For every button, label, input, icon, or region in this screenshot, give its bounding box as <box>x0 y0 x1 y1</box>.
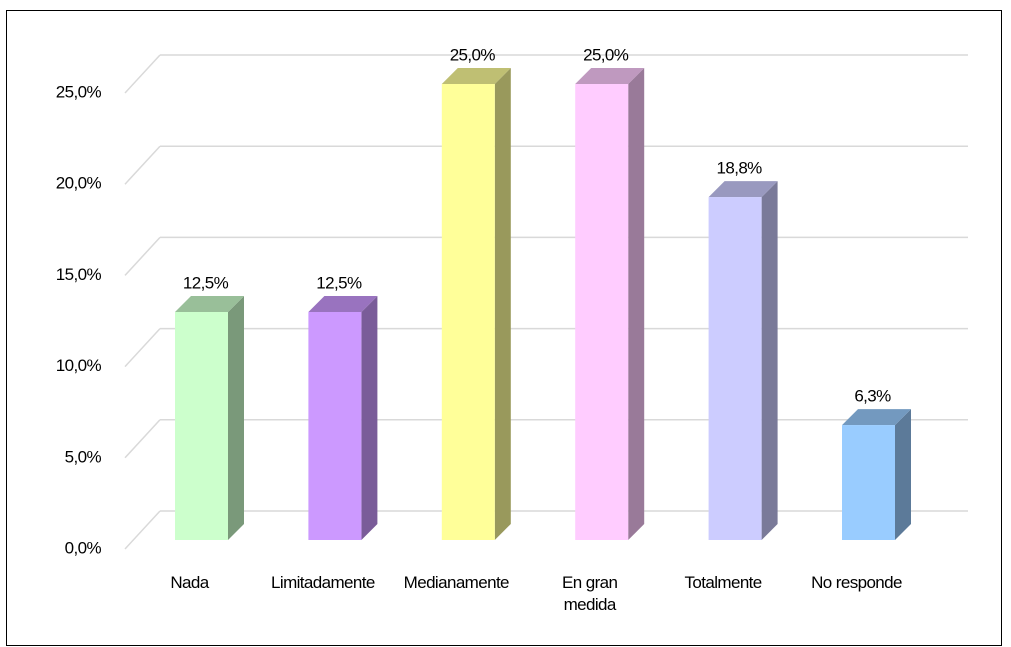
value-label: 12,5% <box>183 273 229 292</box>
grid-line <box>124 145 161 185</box>
bar-top <box>575 68 645 84</box>
grid-line <box>124 54 161 94</box>
grid-line <box>124 510 161 550</box>
bar <box>842 425 895 540</box>
value-label: 6,3% <box>854 387 891 406</box>
grid-line <box>124 236 161 276</box>
bar-side <box>628 68 645 540</box>
x-tick-label: Medianamente <box>403 573 510 592</box>
x-tick-label: En gran medida <box>562 573 618 614</box>
bar <box>175 312 228 540</box>
grid-line <box>124 419 161 459</box>
chart-frame <box>6 10 1002 646</box>
y-tick-label: 15,0% <box>56 265 102 284</box>
value-label: 18,8% <box>716 159 762 178</box>
bar-side <box>895 409 911 540</box>
bar-side <box>228 296 244 540</box>
bar-side <box>761 181 778 540</box>
value-label: 25,0% <box>450 45 496 64</box>
x-tick-label: Nada <box>170 573 209 592</box>
y-tick-label: 10,0% <box>56 356 102 375</box>
bar-top <box>842 409 911 426</box>
bar <box>575 84 629 540</box>
y-tick-label: 0,0% <box>65 538 102 557</box>
y-tick-label: 20,0% <box>56 174 102 193</box>
x-tick-label: Totalmente <box>684 573 763 592</box>
x-tick-label: No responde <box>811 573 902 592</box>
bar <box>708 197 762 540</box>
bar-top <box>175 296 244 312</box>
value-label: 12,5% <box>316 273 362 292</box>
bar-top <box>708 181 778 198</box>
bar-side <box>494 68 511 540</box>
y-tick-label: 5,0% <box>65 447 102 466</box>
bar <box>441 84 495 540</box>
bar-side <box>361 296 378 540</box>
value-label: 25,0% <box>583 45 629 64</box>
bar <box>308 312 362 540</box>
x-tick-label: Limitadamente <box>271 573 375 592</box>
bar-top <box>441 68 511 84</box>
bar-top <box>308 296 378 312</box>
grid-line <box>124 328 161 368</box>
y-tick-label: 25,0% <box>56 82 102 101</box>
